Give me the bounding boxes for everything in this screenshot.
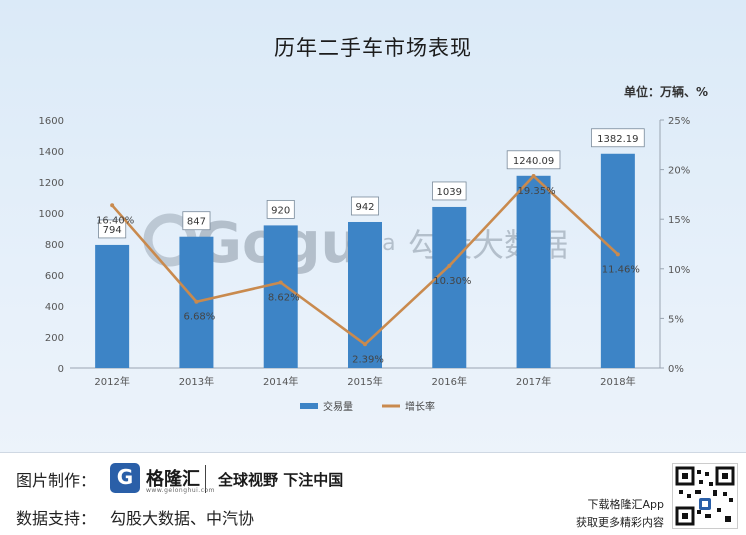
bar-label-box	[432, 181, 467, 201]
x-tick-label: 2014年	[263, 375, 298, 388]
bar	[432, 206, 467, 368]
y-right-tick: 20%	[668, 166, 690, 177]
bar-data-label: 942	[355, 202, 374, 213]
gelonghui-logo-icon	[110, 463, 140, 493]
growth-point	[447, 263, 452, 268]
legend-label-line: 增长率	[405, 400, 435, 413]
growth-data-label: 11.46%	[602, 264, 640, 275]
bar	[600, 153, 635, 368]
x-tick-label: 2012年	[94, 375, 129, 388]
legend-swatch-bar	[300, 403, 318, 409]
y-right-tick: 0%	[668, 364, 684, 375]
x-tick-label: 2018年	[600, 375, 635, 388]
bar-data-label: 1039	[437, 187, 462, 198]
y-right-tick: 5%	[668, 314, 684, 325]
y-left-tick: 1600	[39, 116, 64, 127]
download-line2: 获取更多精彩内容	[576, 516, 664, 529]
y-left-tick: 400	[45, 302, 64, 313]
y-left-tick: 800	[45, 240, 64, 251]
growth-point	[278, 280, 283, 285]
growth-point	[615, 252, 620, 257]
x-tick-label: 2016年	[432, 375, 467, 388]
bar-label-box	[591, 128, 645, 148]
legend-label-bar: 交易量	[323, 400, 353, 413]
download-line1: 下载格隆汇App	[587, 498, 665, 511]
x-tick-label: 2013年	[179, 375, 214, 388]
unit-label: 单位：万辆、%	[623, 85, 708, 99]
logo-url: www.gelonghui.com	[146, 487, 216, 494]
growth-data-label: 8.62%	[268, 292, 300, 303]
axes: 0 200 400 600 800 1000 1200 1400 1600 0% 5% 10% 15% 2…	[39, 116, 691, 388]
growth-data-label: 16.40%	[96, 215, 134, 226]
y-left-tick: 1400	[39, 147, 64, 158]
bar-label-box	[98, 219, 127, 239]
y-right-tick: 15%	[668, 215, 690, 226]
y-right-tick: 25%	[668, 116, 690, 127]
growth-point	[194, 299, 199, 304]
logo-name: 格隆汇	[146, 469, 200, 490]
bar-data-label: 847	[187, 217, 206, 228]
bar	[95, 244, 130, 368]
y-left-tick: 600	[45, 271, 64, 282]
growth-data-label: 2.39%	[352, 354, 384, 365]
growth-data-label: 10.30%	[433, 276, 471, 287]
growth-data-label: 19.35%	[518, 186, 556, 197]
source-value: 勾股大数据、中汽协	[110, 509, 255, 528]
growth-point	[110, 203, 115, 208]
growth-data-label: 6.68%	[184, 312, 216, 323]
bar-label-box	[506, 150, 561, 170]
y-right-tick: 10%	[668, 265, 690, 276]
bar-label-box	[182, 211, 211, 231]
bar-label-box	[350, 196, 379, 216]
growth-point	[531, 174, 536, 179]
bar-data-label: 794	[103, 225, 122, 236]
bars: 794 847 920 942 1039 1240.09 1382.19	[95, 128, 645, 368]
x-tick-label: 2015年	[347, 375, 382, 388]
bar	[263, 225, 298, 368]
bar-data-label: 920	[271, 205, 290, 216]
logo-separator	[205, 465, 206, 493]
y-left-tick: 200	[45, 333, 64, 344]
bar-data-label: 1382.19	[597, 134, 638, 145]
y-left-tick: 1200	[39, 178, 64, 189]
source-label: 数据支持：	[16, 509, 97, 528]
chart-svg: Gogu data 勾股大数据 020040060080010001200140…	[39, 116, 691, 413]
y-left-tick: 1000	[39, 209, 64, 220]
bar-label-box	[266, 199, 295, 219]
x-tick-label: 2017年	[516, 375, 551, 388]
chart-title: 历年二手车市场表现	[274, 36, 472, 60]
bar	[516, 175, 551, 368]
y-left-tick: 0	[58, 364, 64, 375]
made-by-label: 图片制作：	[16, 471, 97, 490]
slogan: 全球视野 下注中国	[218, 471, 344, 489]
bar-data-label: 1240.09	[513, 156, 554, 167]
footer: 图片制作： 格隆汇 www.gelonghui.com 全球视野 下注中国 数据…	[0, 452, 746, 535]
legend: 交易量 增长率	[300, 400, 435, 413]
growth-line: 16.40% 6.68% 8.62% 2.39% 10.30% 19.35% 11.46%	[96, 174, 640, 365]
qr-code-icon[interactable]	[672, 463, 738, 529]
growth-point	[363, 342, 367, 347]
